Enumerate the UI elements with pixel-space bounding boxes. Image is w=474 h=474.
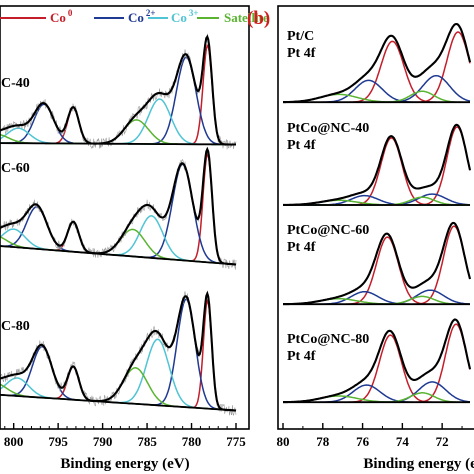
panel-b-x-axis-label: Binding energy (eV) xyxy=(363,456,474,472)
panel-b-s1-label-2: Pt 4f xyxy=(287,46,316,61)
panel-b-sample-1 xyxy=(283,22,472,104)
panel-a-s2-background xyxy=(0,245,237,266)
panel-a-x-axis: 800 795 790 785 780 775 xyxy=(4,423,246,449)
panel-b-pt4f: 80 78 76 74 72 Pt/C Pt 4f PtCo@NC-40 Pt 4f PtCo@… xyxy=(277,5,474,472)
panel-b-sample-4 xyxy=(283,318,472,404)
panel-a-s3-label-1: C-80 xyxy=(1,319,30,334)
legend-label-co2: Co 2+ xyxy=(128,8,156,25)
panel-a-s1-envelope xyxy=(0,34,236,146)
panel-b-frame xyxy=(277,5,474,430)
panel-b-s4-label-1: PtCo@NC-80 xyxy=(287,332,369,347)
panel-b-s2-label-2: Pt 4f xyxy=(287,138,316,153)
panel-a-frame xyxy=(0,5,250,430)
panel-a-s3-envelope xyxy=(0,290,237,412)
panel-a-xtick-label-795: 795 xyxy=(48,434,68,449)
panel-a-s2-envelope xyxy=(0,146,237,266)
legend-label-co3: Co 3+ xyxy=(171,8,199,25)
panel-a-s3-background xyxy=(0,393,237,412)
panel-a-sample-2 xyxy=(0,146,237,270)
panel-a-xtick-label-800: 800 xyxy=(4,434,24,449)
panel-b-curves xyxy=(283,22,472,404)
panel-a-sample-1 xyxy=(0,33,237,150)
panel-b-s3-label-1: PtCo@NC-60 xyxy=(287,223,369,238)
panel-b-s2-envelope xyxy=(283,123,472,206)
panel-b-xtick-label-72: 72 xyxy=(436,434,449,449)
panel-a-xtick-label-785: 785 xyxy=(137,434,157,449)
panel-a-s1-background xyxy=(0,142,237,146)
panel-a-legend: Co 0 Co 2+ Co 3+ Satellite xyxy=(0,8,269,25)
panel-b-x-axis: 80 78 76 74 72 xyxy=(277,423,463,449)
panel-a-xtick-label-790: 790 xyxy=(93,434,113,449)
panel-a-xtick-label-780: 780 xyxy=(182,434,202,449)
panel-b-s1-label-1: Pt/C xyxy=(287,29,314,44)
panel-a-sample-labels: C-40 C-60 C-80 xyxy=(1,76,30,334)
panel-b-xtick-label-76: 76 xyxy=(356,434,370,449)
panel-a-s1-label-1: C-40 xyxy=(1,76,30,91)
panel-b-sample-labels: Pt/C Pt 4f PtCo@NC-40 Pt 4f PtCo@NC-60 Pt 4f P… xyxy=(287,29,369,364)
panel-b-s2-label-1: PtCo@NC-40 xyxy=(287,121,369,136)
panel-a-sample-3 xyxy=(0,290,237,416)
panel-b-xtick-label-80: 80 xyxy=(277,434,290,449)
panel-b-s4-envelope xyxy=(283,318,472,404)
panel-b-tag: (b) xyxy=(247,8,270,29)
panel-b-s4-label-2: Pt 4f xyxy=(287,349,316,364)
panel-b-s1-envelope xyxy=(283,22,472,104)
panel-a-co2p: 800 795 790 785 780 775 C-40C-60C-80 Co 0 Co 2+ C… xyxy=(0,5,269,472)
panel-b-s3-label-2: Pt 4f xyxy=(287,240,316,255)
panel-a-x-axis-label: Binding energy (eV) xyxy=(60,456,189,472)
panel-b-sample-2 xyxy=(283,123,472,206)
panel-b-s3-envelope xyxy=(283,221,472,306)
panel-b-sample-3 xyxy=(283,221,472,306)
panel-a-s2-label-1: C-60 xyxy=(1,161,30,176)
panel-a-xtick-label-775: 775 xyxy=(226,434,246,449)
panel-b-xtick-label-78: 78 xyxy=(316,434,330,449)
legend-label-co0: Co 0 xyxy=(50,8,73,25)
panel-a-curves xyxy=(0,33,237,416)
panel-b-xtick-label-74: 74 xyxy=(396,434,410,449)
legend-label-satellite: Satellite xyxy=(224,10,269,25)
